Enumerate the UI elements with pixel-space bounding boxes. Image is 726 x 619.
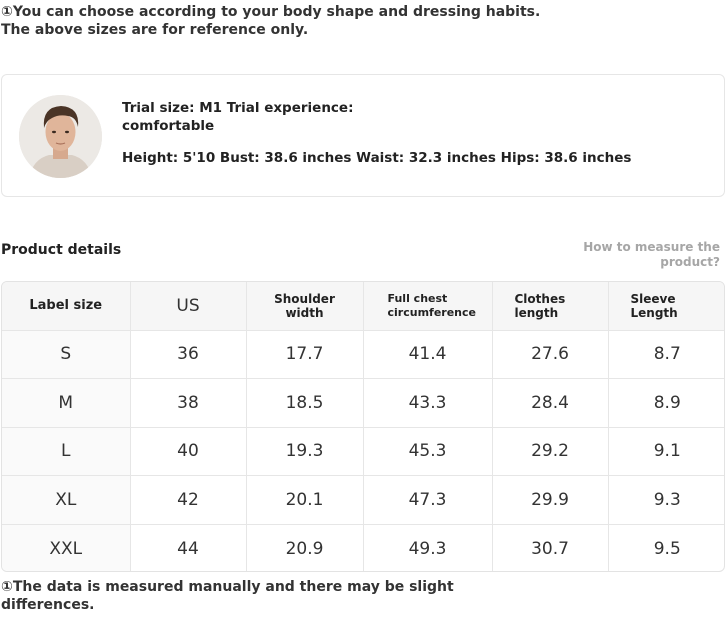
cell-chest: 41.4 [362, 329, 493, 380]
model-info: Trial size: M1 Trial experience: comfort… [122, 99, 631, 167]
cell-chest: 43.3 [362, 378, 493, 428]
how-to-measure-line-1: How to measure the [583, 240, 720, 254]
trial-line-1: Trial size: M1 Trial experience: [122, 100, 354, 116]
product-details-title: Product details [1, 242, 122, 258]
model-portrait-icon [19, 95, 102, 178]
table-row: L 40 19.3 45.3 29.2 9.1 [2, 426, 724, 477]
header-shoulder-line-2: width [285, 305, 324, 320]
header-sleeve-line-1: Sleeve [630, 291, 676, 306]
header-sleeve-length: Sleeve Length [607, 282, 724, 331]
top-note-line-1: ①You can choose according to your body s… [1, 4, 541, 20]
cell-us: 42 [129, 475, 247, 525]
cell-us: 38 [129, 378, 247, 428]
header-full-chest: Full chest circumference [362, 282, 493, 331]
model-measurements: Height: 5'10 Bust: 38.6 inches Waist: 32… [122, 150, 632, 166]
cell-shoulder: 19.3 [245, 426, 364, 477]
top-note-line-2: The above sizes are for reference only. [1, 22, 309, 38]
cell-shoulder: 18.5 [245, 378, 364, 428]
cell-size-label: XL [2, 475, 131, 525]
cell-shoulder: 20.1 [245, 475, 364, 525]
model-card: Trial size: M1 Trial experience: comfort… [1, 74, 725, 197]
cell-sleeve: 9.5 [607, 523, 724, 571]
header-shoulder-width: Shoulder width [245, 282, 364, 331]
cell-length: 27.6 [491, 329, 609, 380]
trial-info: Trial size: M1 Trial experience: comfort… [122, 99, 631, 135]
table-row: XL 42 20.1 47.3 29.9 9.3 [2, 475, 724, 525]
table-row: M 38 18.5 43.3 28.4 8.9 [2, 378, 724, 428]
trial-line-2: comfortable [122, 118, 215, 134]
header-clothes-length: Clothes length [491, 282, 609, 331]
header-chest-line-1: Full chest [387, 291, 448, 305]
cell-size-label: XXL [2, 523, 131, 571]
top-note: ①You can choose according to your body s… [1, 3, 541, 39]
cell-chest: 47.3 [362, 475, 493, 525]
header-chest-line-2: circumference [387, 305, 476, 319]
cell-sleeve: 8.7 [607, 329, 724, 380]
table-row: S 36 17.7 41.4 27.6 8.7 [2, 329, 724, 380]
cell-shoulder: 20.9 [245, 523, 364, 571]
cell-sleeve: 8.9 [607, 378, 724, 428]
cell-chest: 45.3 [362, 426, 493, 477]
cell-sleeve: 9.1 [607, 426, 724, 477]
how-to-measure-link[interactable]: How to measure the product? [580, 240, 720, 270]
cell-shoulder: 17.7 [245, 329, 364, 380]
cell-length: 28.4 [491, 378, 609, 428]
table-header-row: Label size US Shoulder width Full chest … [2, 282, 724, 331]
cell-us: 40 [129, 426, 247, 477]
bottom-note-line-2: differences. [1, 597, 95, 613]
cell-size-label: S [2, 329, 131, 380]
size-table: Label size US Shoulder width Full chest … [1, 281, 725, 572]
bottom-note-line-1: ①The data is measured manually and there… [1, 579, 454, 595]
cell-length: 29.9 [491, 475, 609, 525]
header-sleeve-line-2: Length [630, 305, 678, 320]
header-length-line-1: Clothes [514, 291, 566, 306]
cell-us: 36 [129, 329, 247, 380]
header-shoulder-line-1: Shoulder [274, 291, 335, 306]
cell-length: 29.2 [491, 426, 609, 477]
cell-length: 30.7 [491, 523, 609, 571]
bottom-note: ①The data is measured manually and there… [1, 578, 454, 614]
cell-size-label: L [2, 426, 131, 477]
table-row: XXL 44 20.9 49.3 30.7 9.5 [2, 523, 724, 571]
cell-us: 44 [129, 523, 247, 571]
cell-size-label: M [2, 378, 131, 428]
header-length-line-2: length [514, 305, 559, 320]
header-label-size: Label size [2, 282, 131, 331]
how-to-measure-line-2: product? [660, 255, 720, 269]
cell-sleeve: 9.3 [607, 475, 724, 525]
cell-chest: 49.3 [362, 523, 493, 571]
header-us: US [129, 282, 247, 331]
